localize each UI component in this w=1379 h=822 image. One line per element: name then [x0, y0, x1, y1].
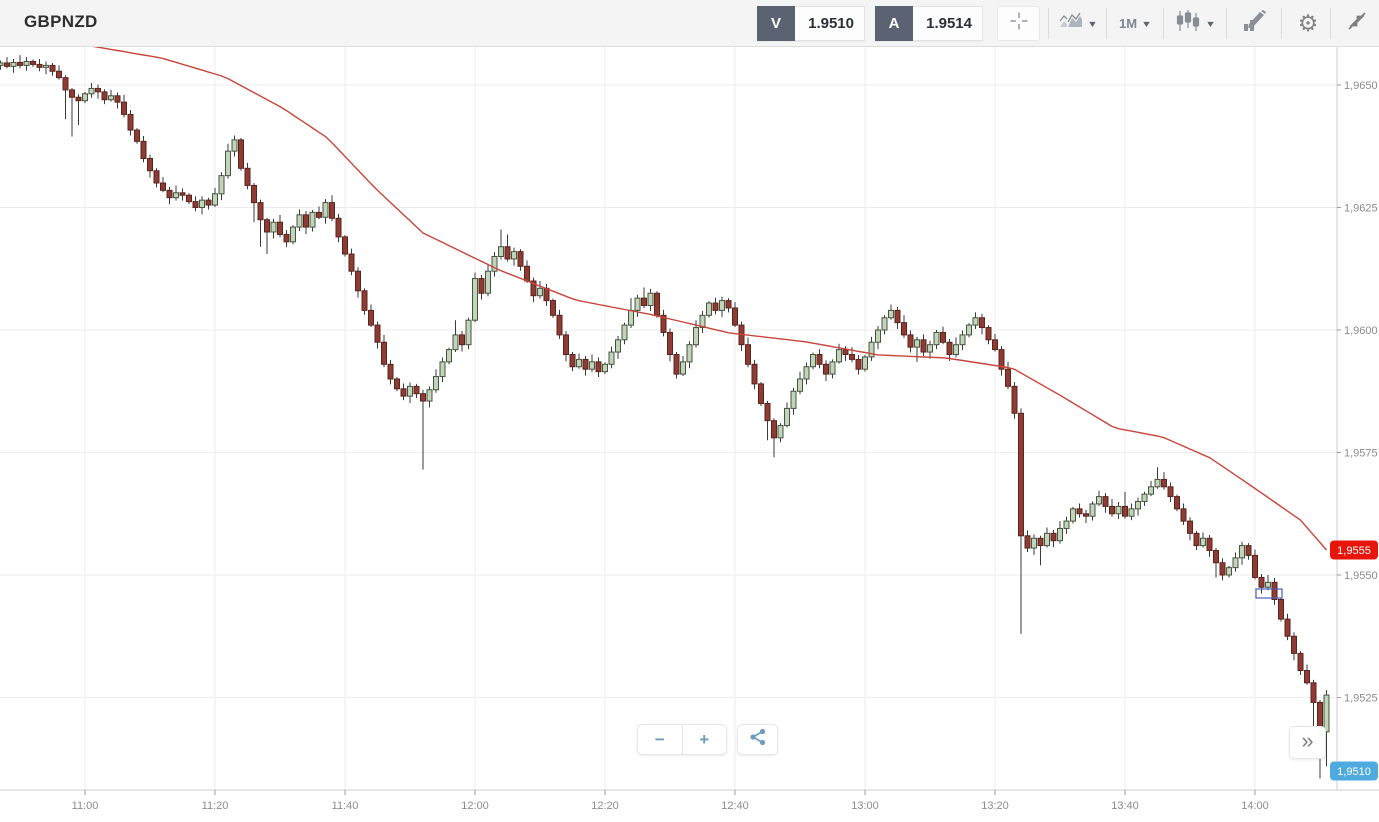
chevron-down-icon: ▼: [1205, 18, 1216, 29]
candle-style-selector[interactable]: ▼: [1169, 0, 1221, 47]
svg-text:12:40: 12:40: [721, 800, 749, 812]
moving-average-line: [92, 47, 1328, 551]
gear-icon: ⚙: [1297, 10, 1319, 36]
minus-icon: −: [654, 729, 665, 749]
toolbar-separator: [1163, 8, 1164, 39]
svg-text:1,9510: 1,9510: [1337, 766, 1371, 778]
chevron-down-icon: ▼: [1087, 18, 1098, 29]
indicators-button[interactable]: [1231, 0, 1277, 47]
zoom-in-button[interactable]: +: [683, 725, 727, 754]
svg-text:1,9550: 1,9550: [1344, 570, 1378, 582]
scroll-to-latest-button[interactable]: »: [1289, 726, 1326, 759]
svg-text:11:40: 11:40: [332, 800, 359, 812]
sell-price: 1.9510: [795, 6, 865, 41]
timeframe-label: 1M: [1119, 16, 1138, 31]
chart-type-icon: [1059, 12, 1083, 35]
ma-price-tag: [1330, 540, 1378, 560]
buy-label: A: [875, 6, 913, 41]
time-axis-labels[interactable]: 11:00 11:20 11:40 12:00 12:20 12:40 13:00 13:20…: [72, 790, 1269, 812]
toolbar-separator: [1226, 8, 1227, 39]
zoom-controls: − +: [637, 724, 727, 755]
crosshair-button[interactable]: [997, 6, 1040, 41]
zoom-out-button[interactable]: −: [638, 725, 683, 754]
candlestick-style-icon: [1175, 10, 1201, 37]
svg-text:13:40: 13:40: [1111, 800, 1139, 812]
settings-button[interactable]: ⚙: [1286, 0, 1330, 47]
chevron-down-icon: ▼: [1141, 18, 1152, 29]
toolbar-separator: [1048, 8, 1049, 39]
svg-text:12:00: 12:00: [461, 800, 489, 812]
collapse-chart-button[interactable]: [1335, 0, 1379, 47]
plus-icon: +: [699, 729, 710, 749]
timeframe-selector[interactable]: 1M ▼: [1112, 0, 1158, 47]
toolbar: GBPNZD V 1.9510 A 1.9514: [0, 0, 1379, 47]
svg-text:1,9525: 1,9525: [1344, 693, 1378, 705]
toolbar-separator: [1106, 8, 1107, 39]
price-axis-labels[interactable]: 1,9650 1,9625 1,9600 1,9575 1,9550 1,9525: [1337, 80, 1378, 705]
price-chart[interactable]: 1,9650 1,9625 1,9600 1,9575 1,9550 1,9525 11:…: [0, 47, 1379, 822]
buy-price: 1.9514: [913, 6, 983, 41]
fast-forward-icon: »: [1301, 728, 1314, 753]
buy-button[interactable]: A 1.9514: [875, 6, 983, 41]
toolbar-separator: [1330, 8, 1331, 39]
gridlines: [0, 47, 1337, 790]
sell-button[interactable]: V 1.9510: [757, 6, 865, 41]
svg-text:11:00: 11:00: [72, 800, 99, 812]
selection-highlight-box[interactable]: [1255, 588, 1283, 599]
axes: [0, 47, 1379, 791]
svg-text:14:00: 14:00: [1241, 800, 1269, 812]
chart-type-selector[interactable]: ▼: [1053, 0, 1103, 47]
svg-text:1,9625: 1,9625: [1344, 203, 1378, 215]
candlestick-series: [0, 55, 1330, 779]
svg-text:13:20: 13:20: [981, 800, 1009, 812]
svg-text:1,9600: 1,9600: [1344, 325, 1378, 337]
share-icon: [749, 728, 767, 751]
price-tags: 1,9555 1,9510: [1330, 540, 1378, 781]
svg-text:13:00: 13:00: [851, 800, 879, 812]
sell-label: V: [757, 6, 795, 41]
svg-text:11:20: 11:20: [202, 800, 229, 812]
indicators-icon: [1241, 10, 1267, 37]
svg-text:1,9650: 1,9650: [1344, 80, 1378, 92]
last-price-tag: [1330, 761, 1378, 781]
collapse-icon: [1346, 10, 1368, 37]
svg-text:12:20: 12:20: [591, 800, 619, 812]
svg-text:1,9555: 1,9555: [1337, 545, 1371, 557]
symbol-title: GBPNZD: [24, 12, 98, 31]
svg-text:1,9575: 1,9575: [1344, 448, 1378, 460]
share-button[interactable]: [737, 724, 778, 755]
toolbar-separator: [1281, 8, 1282, 39]
crosshair-icon: [1009, 11, 1029, 36]
